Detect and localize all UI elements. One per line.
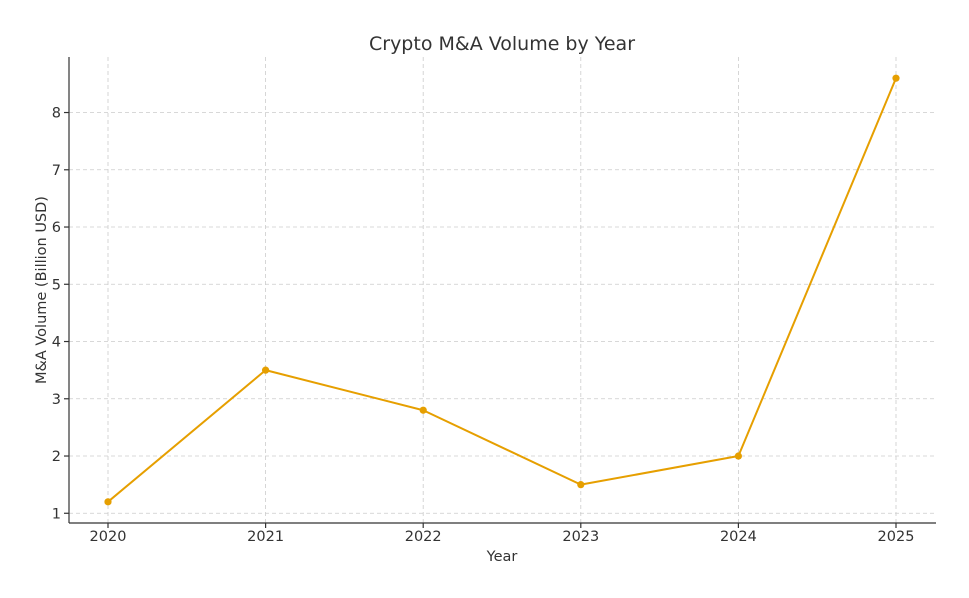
x-tick-label: 2024 — [720, 529, 757, 545]
y-tick-label: 5 — [52, 277, 61, 293]
chart-title: Crypto M&A Volume by Year — [369, 33, 635, 55]
y-tick-label: 1 — [52, 506, 61, 522]
data-point — [734, 452, 743, 460]
x-tick-label: 2021 — [247, 529, 284, 545]
data-point — [104, 498, 112, 506]
data-point — [419, 406, 427, 414]
data-point — [262, 366, 270, 374]
series-line — [107, 77, 897, 503]
y-tick-label: 4 — [52, 335, 61, 351]
axes — [68, 57, 936, 524]
y-tick-label: 3 — [52, 392, 61, 408]
y-tick-label: 7 — [52, 163, 61, 179]
y-axis-label: M&A Volume (Billion USD) — [34, 196, 50, 384]
y-tick-label: 2 — [52, 449, 61, 465]
y-tick-label: 8 — [52, 106, 61, 122]
grid-lines — [69, 57, 936, 523]
x-axis-label: Year — [486, 549, 518, 565]
y-tick-label: 6 — [52, 220, 61, 236]
x-tick-label: 2025 — [878, 529, 915, 545]
data-point — [892, 74, 900, 82]
data-point — [577, 481, 585, 489]
x-tick-label: 2023 — [562, 529, 599, 545]
series — [104, 74, 900, 506]
x-tick-label: 2022 — [405, 529, 442, 545]
ticks: 2020 2021 2022 2023 2024 2025 1 2 3 4 5 6 7 8 — [52, 106, 915, 545]
x-tick-label: 2020 — [90, 529, 127, 545]
